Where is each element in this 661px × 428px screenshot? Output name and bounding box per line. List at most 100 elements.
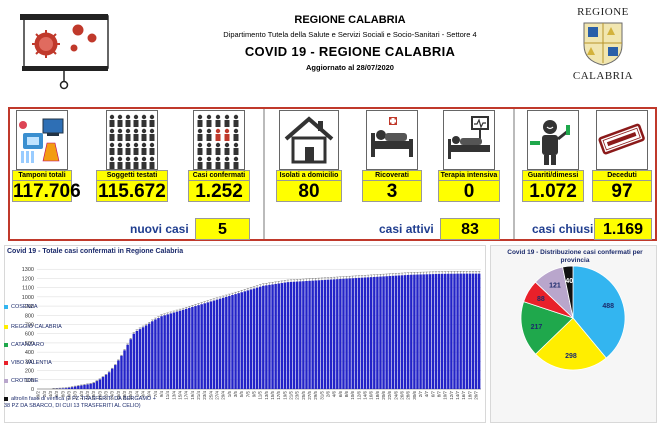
bar [188, 307, 191, 389]
legend-item: CROTONE [4, 378, 38, 384]
person-body [197, 148, 203, 155]
x-tick-label: 17/4 [184, 391, 189, 400]
bar [104, 374, 108, 389]
kpi-label: Guariti/dimessi [522, 170, 584, 180]
legend-swatch [4, 396, 8, 401]
bar [366, 277, 370, 389]
bar [456, 273, 459, 389]
y-tick-label: 400 [25, 350, 34, 356]
person-head [215, 128, 221, 134]
chart-title: Covid 19 - Totale casi confermati in Reg… [7, 248, 184, 255]
casi-attivi-value: 83 [440, 218, 500, 240]
bar [268, 284, 271, 389]
bar [271, 284, 274, 389]
pie-data-label: 40 [565, 278, 573, 285]
person-head [215, 156, 221, 162]
person-head [233, 128, 239, 134]
x-tick-label: 29/2 [36, 391, 41, 400]
bar [138, 329, 142, 389]
bar [231, 295, 234, 389]
person-head [206, 156, 212, 162]
bar [117, 360, 120, 389]
bar [246, 290, 250, 389]
bar [64, 388, 68, 389]
y-tick-label: 900 [25, 304, 34, 310]
pie-slice [535, 317, 607, 371]
person-head [117, 114, 123, 120]
x-tick-label: 27/4 [215, 391, 220, 400]
person-head [117, 156, 123, 162]
bar [326, 279, 330, 389]
bar [379, 276, 382, 389]
x-tick-label: 16/3 [85, 391, 90, 400]
bar [345, 278, 348, 389]
kpi-confermati: Casi confermati 1.252 [188, 110, 250, 202]
bar [123, 350, 126, 389]
x-tick-label: 16/6 [369, 391, 374, 400]
bar [474, 273, 478, 389]
person-head [141, 114, 147, 120]
nuovi-casi-label: nuovi casi [130, 222, 189, 236]
bar [299, 281, 302, 389]
bar [453, 273, 456, 389]
kpi-label: Isolati a domicilio [276, 170, 342, 180]
pie-data-label: 488 [602, 303, 614, 310]
x-tick-label: 22/3 [104, 391, 109, 400]
bar [274, 283, 277, 389]
bar [240, 292, 243, 389]
person-body [233, 148, 239, 155]
kpi-frame [8, 107, 657, 241]
person-body [233, 162, 239, 169]
x-tick-label: 18/6 [375, 391, 380, 400]
bar [92, 382, 95, 389]
bar [416, 274, 419, 389]
bar [317, 280, 321, 389]
person-body [149, 148, 155, 155]
bar [468, 273, 472, 389]
x-tick-label: 28/3 [122, 391, 127, 400]
person-head [149, 114, 155, 120]
legend-item: REGGIO CALABRIA [4, 324, 62, 330]
person-body [206, 134, 212, 141]
x-tick-label: 20/6 [381, 391, 386, 400]
x-tick-label: 30/3 [128, 391, 133, 400]
bar [403, 275, 407, 389]
person-head [224, 114, 230, 120]
bar [277, 283, 280, 389]
bar [212, 300, 216, 389]
x-tick-label: 19/5 [282, 391, 287, 400]
x-tick-label: 25/4 [208, 391, 213, 400]
kpi-guariti: Guariti/dimessi 1.072 [522, 110, 584, 202]
legend-swatch [4, 324, 8, 329]
casi-attivi-label: casi attivi [379, 222, 434, 236]
x-tick-label: 9/5 [252, 391, 257, 398]
person-body [149, 134, 155, 141]
x-tick-label: 20/3 [97, 391, 102, 400]
person-body [233, 120, 239, 127]
legend-swatch [4, 304, 8, 309]
x-tick-label: 10/7 [443, 391, 448, 400]
x-tick-label: 31/5 [319, 391, 324, 400]
bar [89, 383, 92, 389]
bar [203, 303, 206, 389]
logo-text-top: REGIONE [577, 6, 629, 18]
person-body [125, 134, 131, 141]
kpi-deceduti: Deceduti 97 [592, 110, 652, 202]
cumulative-cases-chart: Covid 19 - Totale casi confermati in Reg… [4, 245, 486, 423]
bar [234, 294, 237, 389]
x-tick-label: 17/5 [276, 391, 281, 400]
person-body [117, 134, 123, 141]
x-tick-label: 29/5 [313, 391, 318, 400]
people-grid-icon [106, 110, 158, 170]
person-head [197, 114, 203, 120]
person-head [233, 142, 239, 148]
x-tick-label: 2/7 [418, 391, 423, 398]
person-head [133, 156, 139, 162]
bar [80, 385, 83, 389]
bar [259, 286, 262, 389]
legend-item: altro/in fase di verifica (2 PZ TRASFERI… [4, 396, 162, 410]
bar [280, 283, 284, 389]
x-tick-label: 29/4 [221, 391, 226, 400]
bar [382, 276, 385, 389]
bar [363, 277, 367, 389]
